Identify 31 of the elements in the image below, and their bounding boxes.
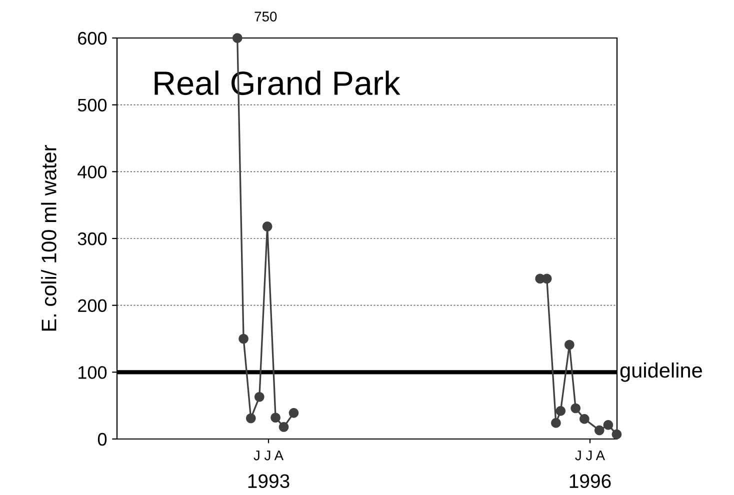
point (254, 392, 264, 402)
x-tick-label: 1993 (248, 474, 290, 488)
point (580, 414, 590, 424)
point (556, 406, 566, 416)
point (288, 408, 299, 418)
annotation: 750 (254, 12, 277, 22)
y-tick-label: 0 (98, 432, 107, 446)
point (564, 340, 574, 350)
point (542, 274, 552, 284)
y-axis-title: E. coli/ 100 ml water (41, 145, 56, 331)
ref-line-label: guideline (620, 362, 702, 382)
point (270, 412, 280, 423)
y-tick-label: 200 (78, 299, 107, 312)
point (238, 334, 248, 344)
y-tick-label: 400 (78, 166, 107, 178)
point (570, 403, 581, 414)
y-tick-label: 600 (78, 32, 107, 45)
point (603, 420, 614, 430)
point (278, 422, 289, 432)
text: J J A (575, 450, 606, 460)
point (594, 425, 604, 436)
x-tick-label: 1996 (570, 474, 611, 488)
point (612, 429, 622, 440)
y-tick-label: 100 (78, 366, 107, 379)
point (246, 413, 256, 424)
point (262, 222, 272, 232)
point (551, 418, 561, 428)
y-tick-label: 500 (78, 98, 107, 112)
point (232, 33, 242, 43)
text: J J A (254, 450, 284, 460)
y-tick-label: 300 (78, 232, 107, 246)
